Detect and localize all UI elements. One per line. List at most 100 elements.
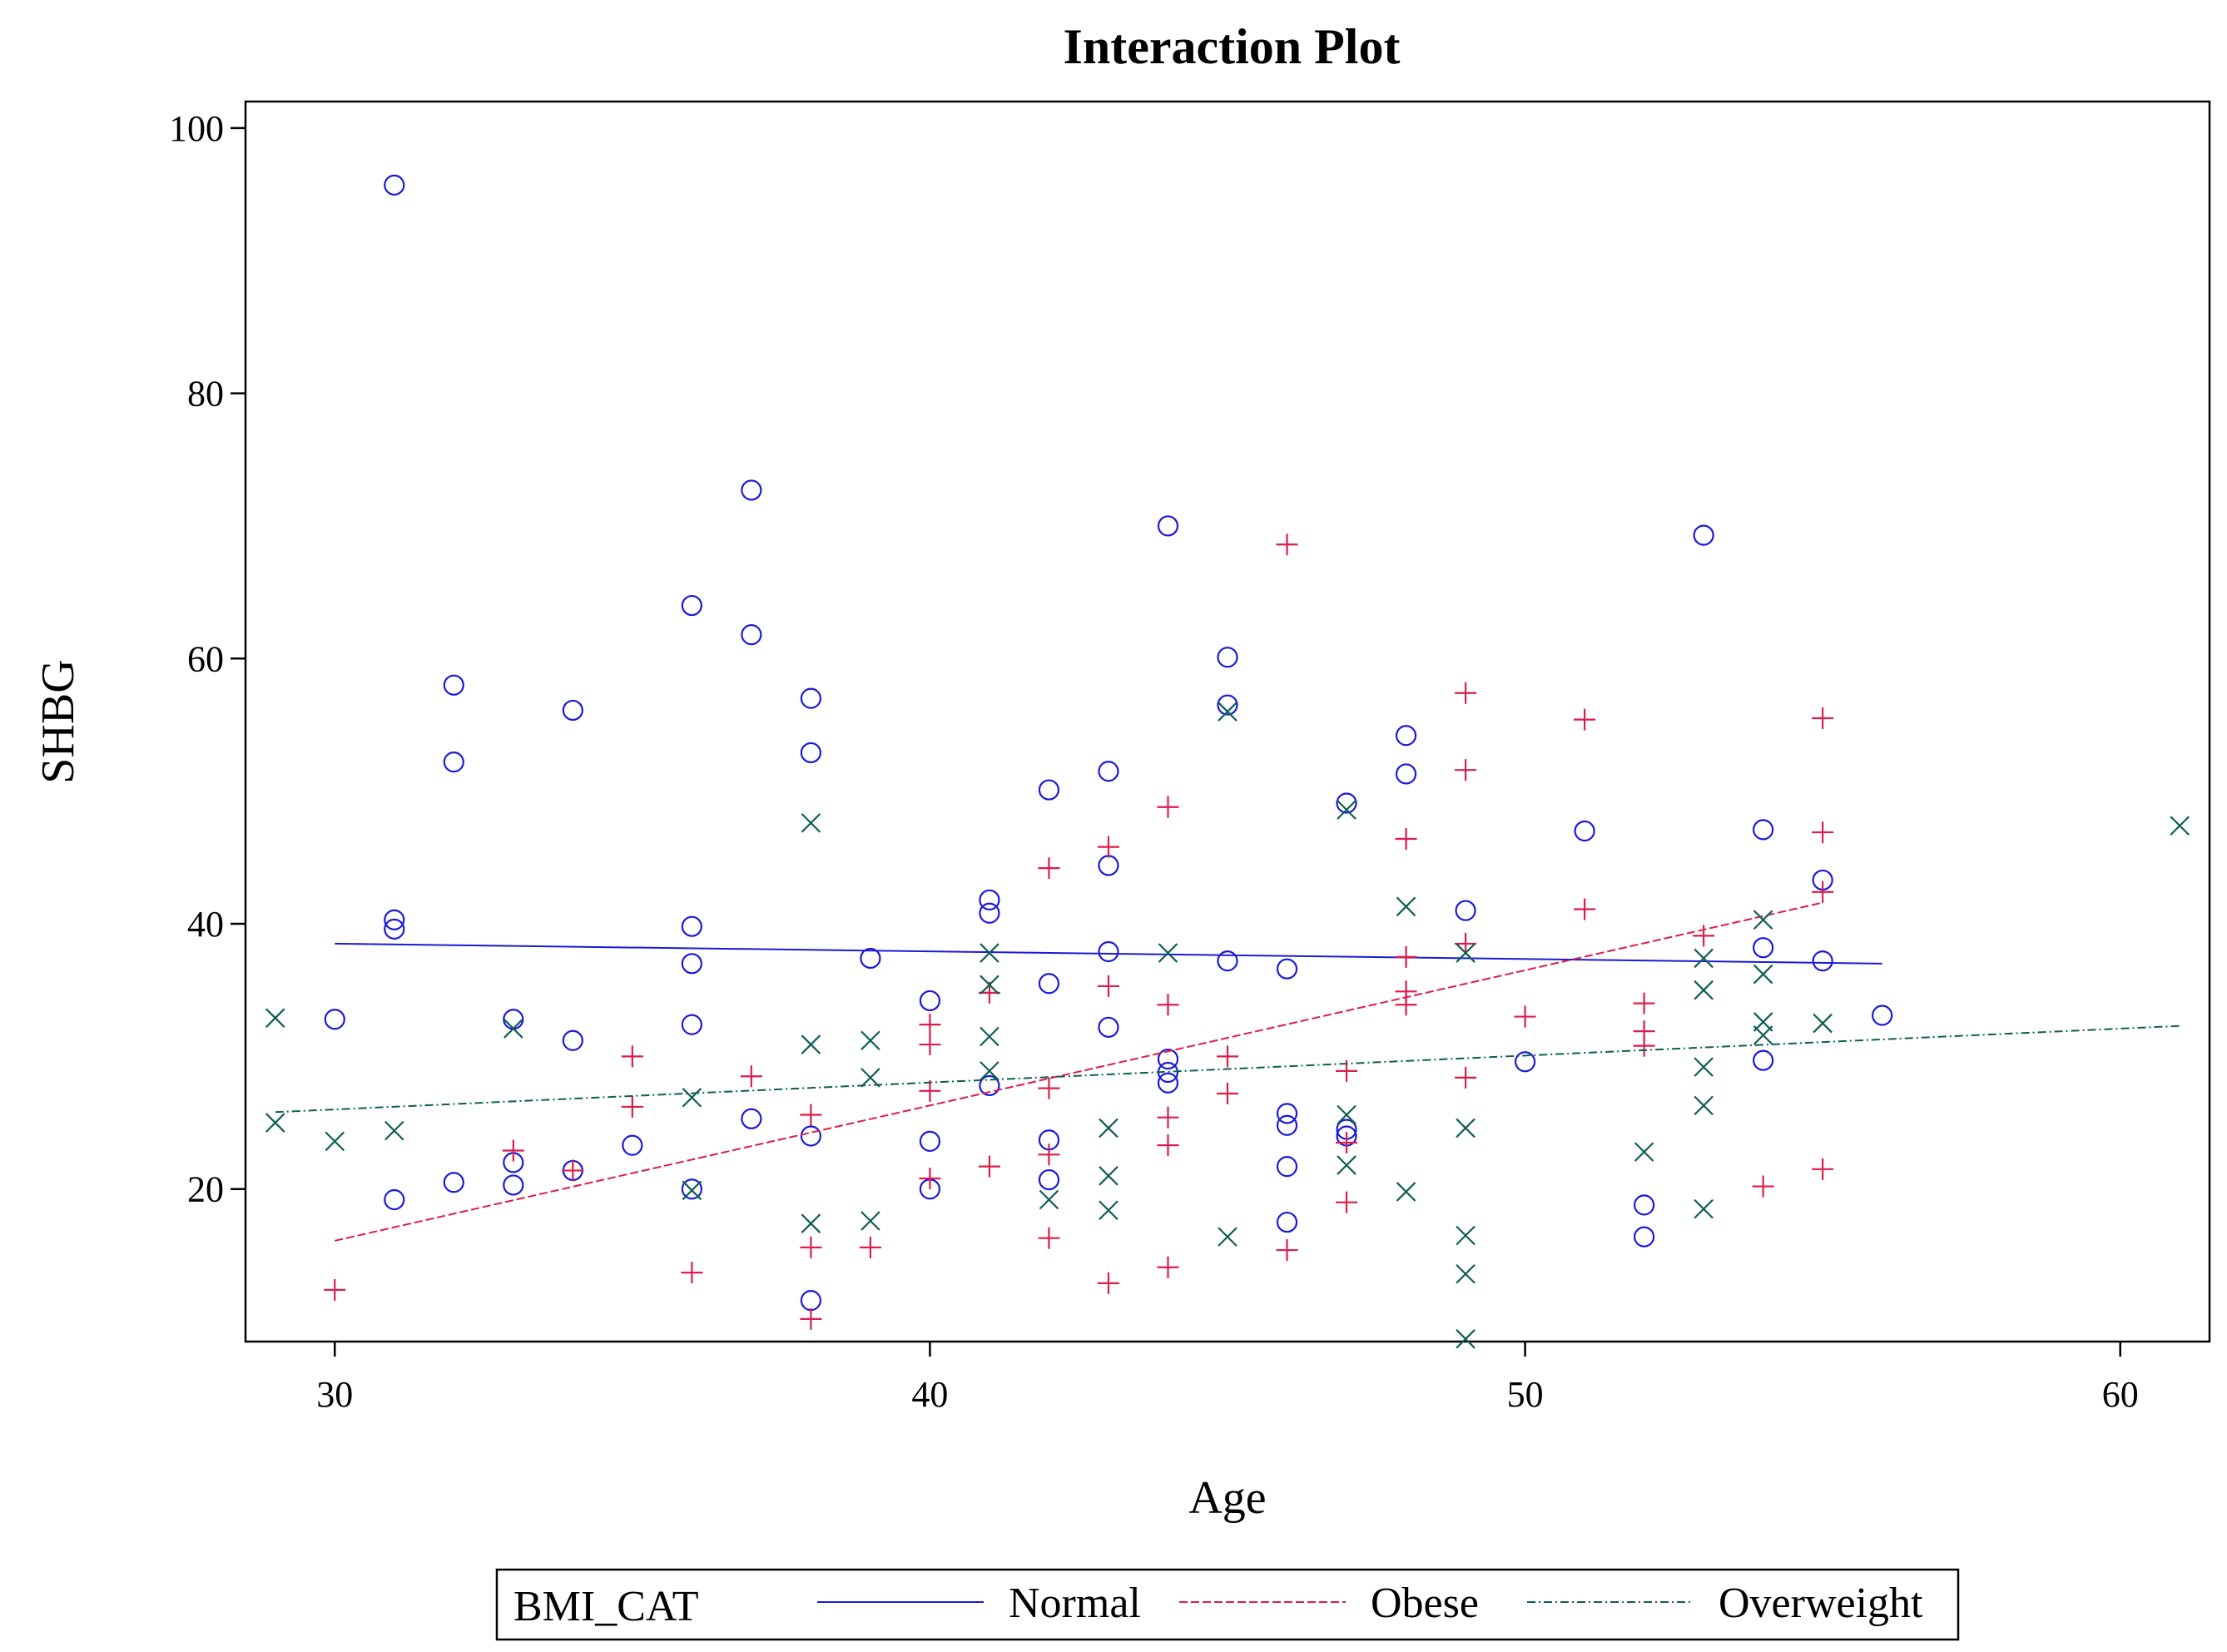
normal-point [860, 947, 881, 970]
normal-point [1514, 1051, 1536, 1073]
obese-point [1217, 1083, 1238, 1104]
normal-point [324, 1009, 345, 1030]
obese-point [1038, 1144, 1060, 1166]
obese-point [324, 1278, 346, 1301]
series-obese [324, 533, 1834, 1330]
normal-point [681, 594, 702, 617]
overweight-point [1694, 1057, 1714, 1077]
normal-point [1753, 937, 1774, 959]
overweight-point [861, 1211, 880, 1231]
obese-point [919, 1034, 941, 1056]
overweight-point [1218, 1227, 1237, 1247]
obese-point [859, 1236, 881, 1258]
normal-point [1276, 1211, 1298, 1233]
obese-point [681, 1262, 703, 1284]
normal-fit-line [335, 942, 1882, 965]
normal-point [1753, 819, 1774, 841]
overweight-point [1099, 1118, 1118, 1139]
plot-area [265, 174, 2190, 1349]
overweight-point [1099, 1200, 1118, 1221]
chart-title: Interaction Plot [1064, 19, 1401, 74]
obese-point [1038, 1077, 1060, 1099]
y-axis: 20 40 60 80 100 [169, 108, 246, 1210]
x-tick-label: 50 [1507, 1374, 1544, 1415]
y-axis-label: SHBG [32, 659, 84, 783]
normal-point [1276, 1103, 1298, 1124]
overweight-point [1396, 1182, 1416, 1202]
normal-point [1634, 1194, 1655, 1216]
overweight-point [1337, 1155, 1357, 1175]
obese-point [800, 1236, 822, 1258]
obese-point [919, 1014, 941, 1036]
normal-point [1217, 647, 1238, 668]
obese-fit-line [335, 901, 1823, 1242]
obese-point [1812, 881, 1834, 903]
y-tick-label: 60 [187, 638, 224, 679]
normal-point [1038, 1168, 1060, 1191]
normal-point [1098, 940, 1119, 963]
overweight-point [1456, 1329, 1476, 1349]
series-overweight [265, 702, 2190, 1349]
normal-point [1038, 779, 1060, 801]
normal-point [919, 990, 941, 1012]
legend-entries: Normal Obese Overweight [817, 1580, 1923, 1627]
obese-point [562, 1159, 584, 1182]
overweight-point [1753, 910, 1773, 930]
normal-point [1098, 1016, 1119, 1038]
legend: BMI_CAT Normal Obese Overweight [495, 1568, 1960, 1641]
overweight-point [980, 1061, 999, 1081]
overweight-point [1634, 1142, 1654, 1162]
normal-point [681, 1178, 702, 1200]
normal-point [741, 624, 762, 646]
normal-point [919, 1130, 941, 1152]
normal-point [443, 752, 464, 773]
overweight-point [861, 1030, 880, 1051]
normal-point [1276, 1114, 1298, 1136]
obese-point [621, 1045, 643, 1068]
normal-point [1872, 1005, 1893, 1026]
obese-point [1336, 1131, 1358, 1153]
normal-point [979, 889, 1000, 910]
overweight-point [1218, 702, 1237, 722]
obese-point [919, 1079, 941, 1102]
normal-point [1574, 820, 1595, 842]
normal-point [1157, 1048, 1179, 1070]
normal-point [681, 915, 702, 937]
obese-point [919, 1167, 941, 1189]
overweight-point [265, 1008, 285, 1028]
obese-point [1097, 836, 1119, 858]
obese-point [978, 1155, 1000, 1178]
normal-point [562, 699, 583, 722]
x-axis: 30 40 50 60 [316, 1342, 2139, 1415]
obese-point [1574, 708, 1596, 731]
normal-point [800, 1125, 821, 1147]
normal-point [1395, 725, 1417, 747]
obese-point [1455, 759, 1477, 781]
overweight-point [1753, 1025, 1773, 1045]
legend-label-normal: Normal [1009, 1580, 1141, 1627]
overweight-point [1753, 964, 1773, 985]
normal-point [741, 1108, 762, 1129]
obese-point [1455, 682, 1477, 704]
obese-point [1217, 1045, 1238, 1068]
overweight-point [384, 1120, 404, 1141]
y-tick-label: 40 [187, 904, 224, 945]
obese-point [1455, 932, 1477, 955]
normal-point [681, 953, 702, 975]
overweight-point [1694, 948, 1714, 969]
normal-point [800, 742, 821, 764]
obese-point [502, 1139, 524, 1162]
obese-point [1097, 1272, 1119, 1294]
obese-point [621, 1095, 643, 1118]
plot-frame [244, 100, 2211, 1343]
overweight-point [1694, 980, 1714, 1000]
overweight-point [682, 1088, 702, 1108]
obese-point [1455, 1066, 1477, 1089]
obese-point [1633, 1034, 1655, 1057]
obese-point [800, 1104, 822, 1126]
normal-point [503, 1174, 524, 1196]
normal-point [384, 1188, 405, 1211]
normal-point [1098, 855, 1119, 876]
normal-point [1276, 1156, 1298, 1178]
overweight-point [801, 1034, 821, 1054]
